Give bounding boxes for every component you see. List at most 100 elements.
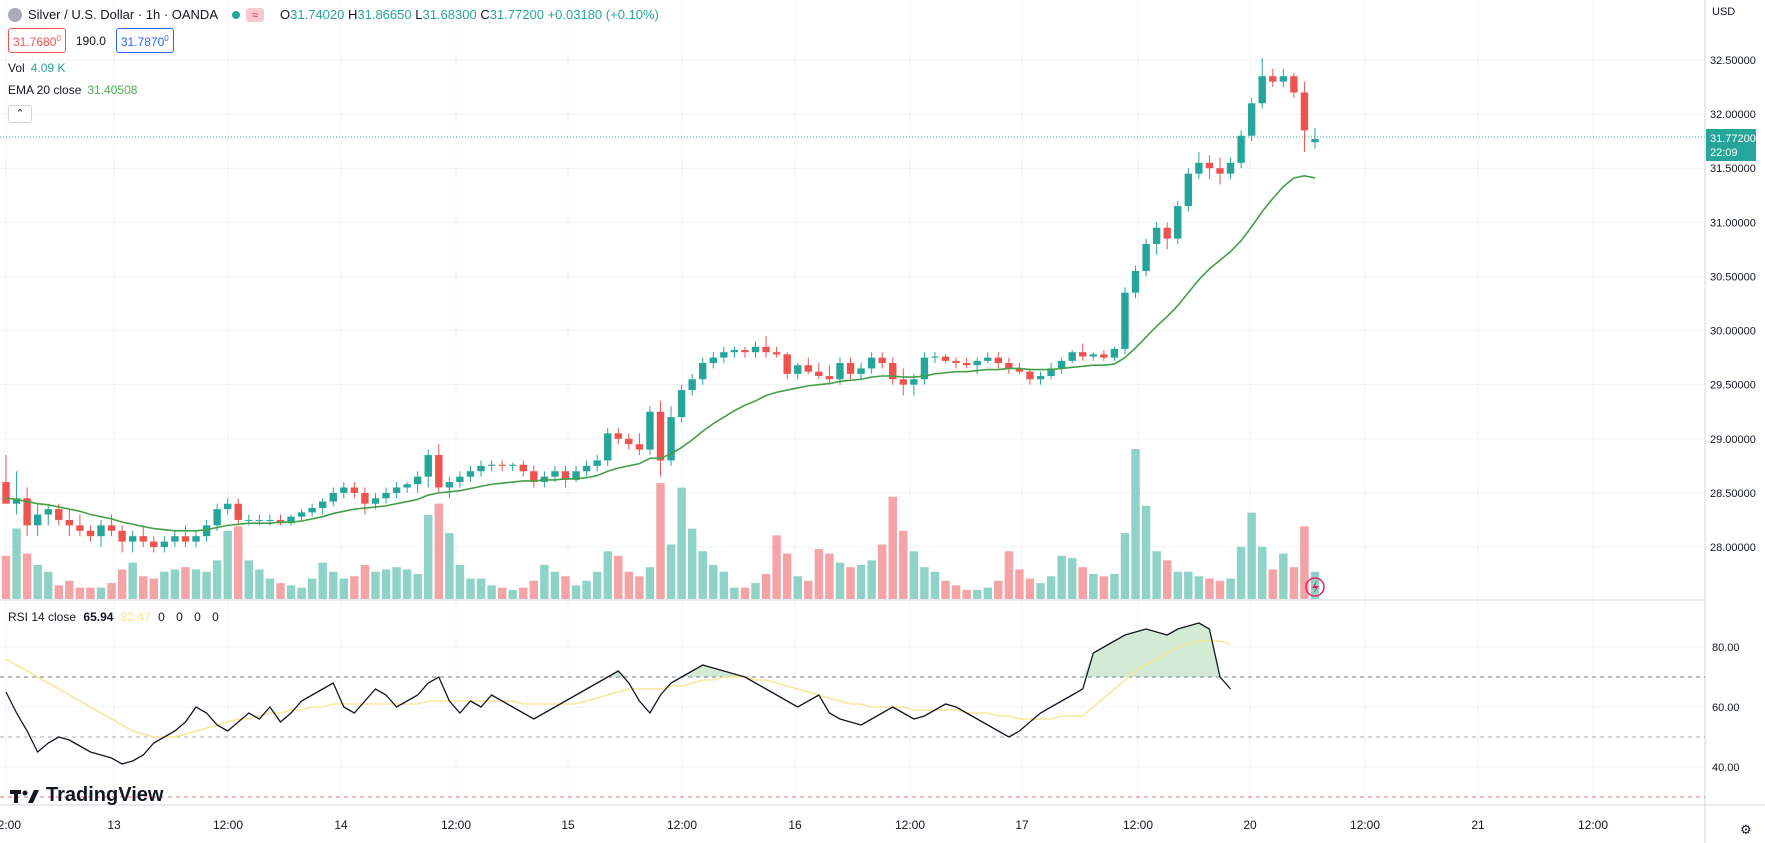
volume-bar (413, 574, 422, 599)
time-tick-label: 12:00 (441, 818, 471, 832)
flash-icon[interactable] (1305, 577, 1325, 597)
candle (688, 373, 696, 396)
volume-bar (1268, 569, 1277, 599)
candle-body (477, 465, 485, 472)
volume-bar (1289, 567, 1299, 599)
price-tick-label: 32.50000 (1710, 55, 1756, 67)
volume-bar (1131, 449, 1140, 599)
volume-bar (1257, 546, 1267, 599)
candle-body (962, 363, 971, 366)
candle (899, 368, 907, 396)
buy-price-button[interactable]: 31.78700 (115, 28, 174, 53)
candle (509, 462, 517, 472)
candle-body (1152, 227, 1161, 244)
candle-body (941, 356, 950, 361)
volume-bar (666, 544, 676, 599)
candle-body (245, 519, 253, 521)
candle (435, 444, 443, 493)
volume-bar (234, 526, 243, 599)
candle-body (213, 509, 221, 526)
time-tick-label: 21 (1471, 818, 1485, 832)
candle-body (118, 530, 126, 542)
candle-body (635, 444, 644, 450)
price-tick-label: 30.00000 (1710, 326, 1756, 338)
candle-body (815, 371, 823, 377)
candle-body (920, 357, 929, 380)
volume-bar (624, 571, 634, 599)
symbol-title[interactable]: Silver / U.S. Dollar · 1h · OANDA (28, 7, 218, 22)
candle (825, 365, 834, 385)
rsi-axis: 80.00 60.00 40.00 (1712, 642, 1740, 774)
time-tick-label: 13 (107, 818, 121, 832)
candle-body (646, 411, 654, 450)
candle (1036, 371, 1045, 385)
candle (561, 465, 570, 488)
candle-body (1237, 135, 1245, 163)
rsi-label[interactable]: RSI 14 close (8, 610, 77, 624)
candle (751, 341, 760, 358)
candle (382, 487, 390, 504)
price-tick-label: 31.00000 (1710, 217, 1756, 229)
candle-body (614, 433, 622, 439)
volume-bar (645, 567, 655, 599)
candle (160, 536, 169, 553)
rsi-line (5, 622, 1232, 765)
volume-bar (487, 585, 496, 599)
volume-bar (1110, 574, 1119, 599)
candle (1290, 72, 1298, 98)
candle-body (160, 541, 169, 547)
volume-bar (751, 583, 760, 599)
candle-body (1142, 243, 1150, 272)
settings-gear-icon[interactable]: ⚙ (1740, 822, 1752, 837)
volume-bar (698, 551, 707, 599)
volume-bar (761, 574, 771, 599)
candle-body (1047, 368, 1055, 377)
time-axis[interactable]: 12:00 13 12:00 14 12:00 15 12:00 16 12:00 17 12:00… (0, 818, 1608, 832)
candle-body (1205, 162, 1214, 169)
candle (466, 465, 475, 483)
candle-body (677, 390, 686, 418)
volume-bar (339, 578, 349, 599)
candle (709, 352, 717, 369)
sell-price-button[interactable]: 31.76800 (8, 28, 66, 53)
volume-bar (782, 553, 792, 599)
volume-bar (255, 569, 264, 599)
volume-bar (793, 576, 802, 599)
candle (65, 509, 74, 537)
candle (920, 352, 929, 385)
price-tick-label: 28.00000 (1710, 542, 1756, 554)
candle (118, 525, 126, 553)
volume-bar (1089, 574, 1098, 599)
volume-bars (1, 449, 1320, 599)
candle (1047, 363, 1055, 380)
collapse-legend-button[interactable]: ⌃ (8, 105, 32, 123)
currency-label[interactable]: USD (1712, 6, 1736, 18)
volume-bar (951, 585, 961, 599)
volume-label[interactable]: Vol (8, 61, 25, 75)
volume-bar (244, 560, 254, 599)
candle (392, 482, 401, 499)
volume-bar (497, 587, 507, 599)
tradingview-logo[interactable]: TradingView (10, 784, 163, 807)
candle (33, 503, 42, 537)
candle (931, 352, 939, 364)
candle-body (33, 514, 42, 526)
volume-bar (709, 564, 718, 599)
ema-label[interactable]: EMA 20 close (8, 83, 82, 97)
rsi-tick-label: 40.00 (1712, 762, 1740, 774)
volume-bar (318, 562, 327, 599)
candle-body (751, 346, 760, 353)
time-tick-label: 12:00 (1578, 818, 1608, 832)
volume-bar (44, 571, 53, 599)
candle (1247, 97, 1256, 142)
candle (403, 482, 411, 493)
tradingview-logo-icon (10, 789, 39, 803)
candle (1131, 265, 1140, 299)
candle-body (804, 365, 812, 372)
candle-body (308, 508, 316, 513)
volume-bar (550, 571, 560, 599)
candle (646, 406, 654, 456)
compare-pill-icon[interactable]: ≈ (246, 8, 264, 22)
price-axis[interactable]: 32.50000 32.00000 31.50000 31.00000 30.50000… (1710, 55, 1756, 554)
